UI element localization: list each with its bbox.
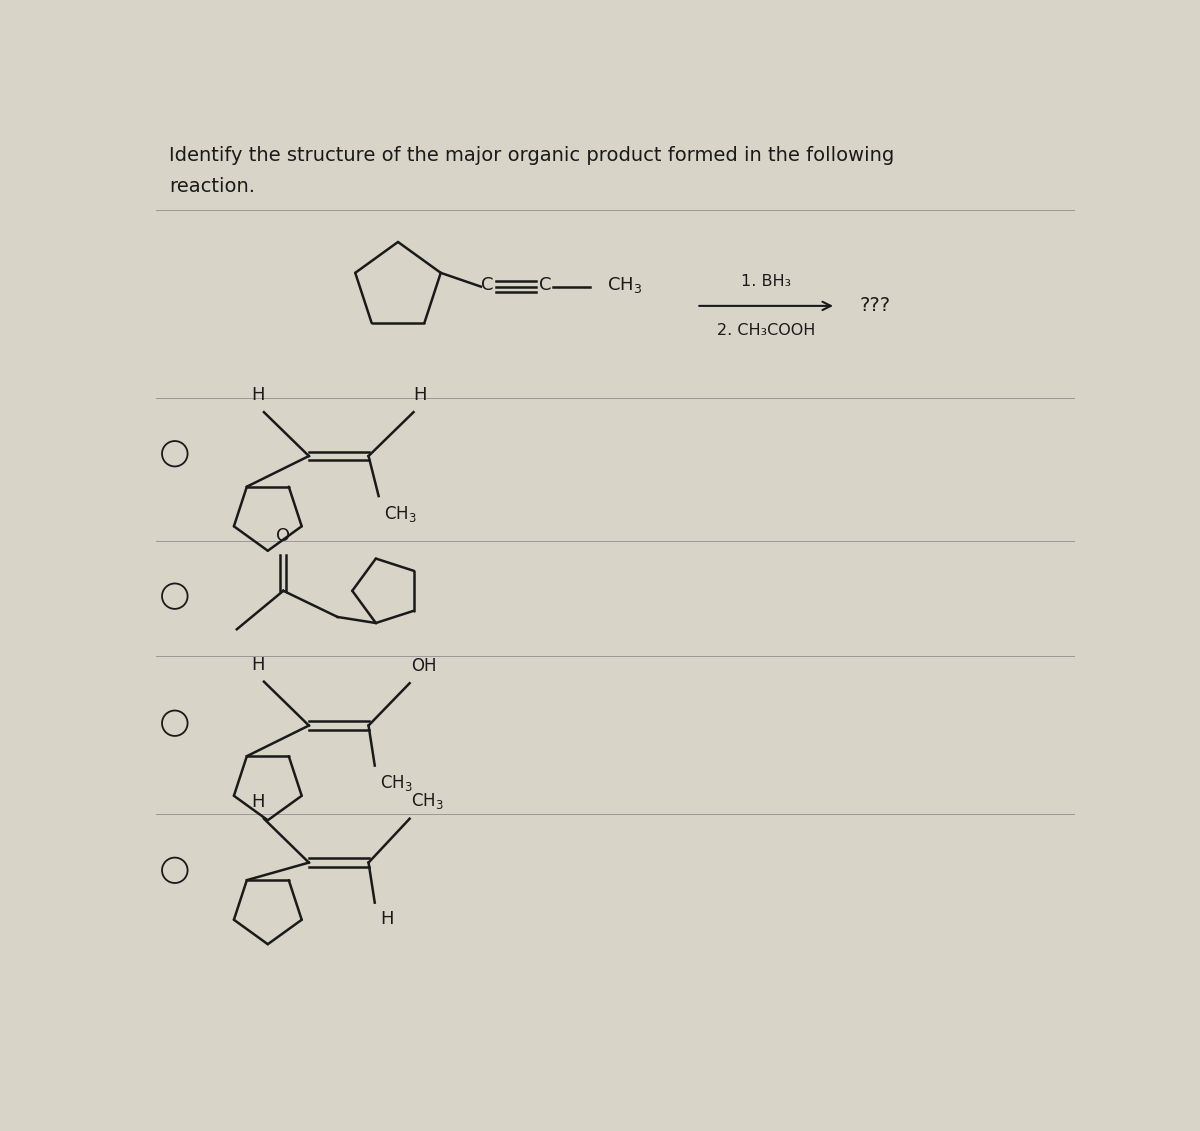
Text: 1. BH₃: 1. BH₃ <box>742 274 791 288</box>
Text: 2. CH₃COOH: 2. CH₃COOH <box>716 322 815 338</box>
Text: H: H <box>251 656 264 674</box>
Text: Identify the structure of the major organic product formed in the following: Identify the structure of the major orga… <box>169 146 895 165</box>
Text: H: H <box>251 387 264 405</box>
Text: O: O <box>276 527 290 545</box>
Text: ???: ??? <box>859 296 890 316</box>
Text: reaction.: reaction. <box>169 176 256 196</box>
Text: CH$_3$: CH$_3$ <box>380 774 413 793</box>
Text: CH$_3$: CH$_3$ <box>384 503 416 524</box>
Text: C: C <box>481 276 493 294</box>
Text: H: H <box>251 793 264 811</box>
Text: CH$_3$: CH$_3$ <box>412 791 444 811</box>
Text: CH$_3$: CH$_3$ <box>607 275 642 295</box>
Text: C: C <box>539 276 552 294</box>
Text: H: H <box>380 910 394 929</box>
Text: OH: OH <box>412 657 437 675</box>
Text: H: H <box>413 387 426 405</box>
